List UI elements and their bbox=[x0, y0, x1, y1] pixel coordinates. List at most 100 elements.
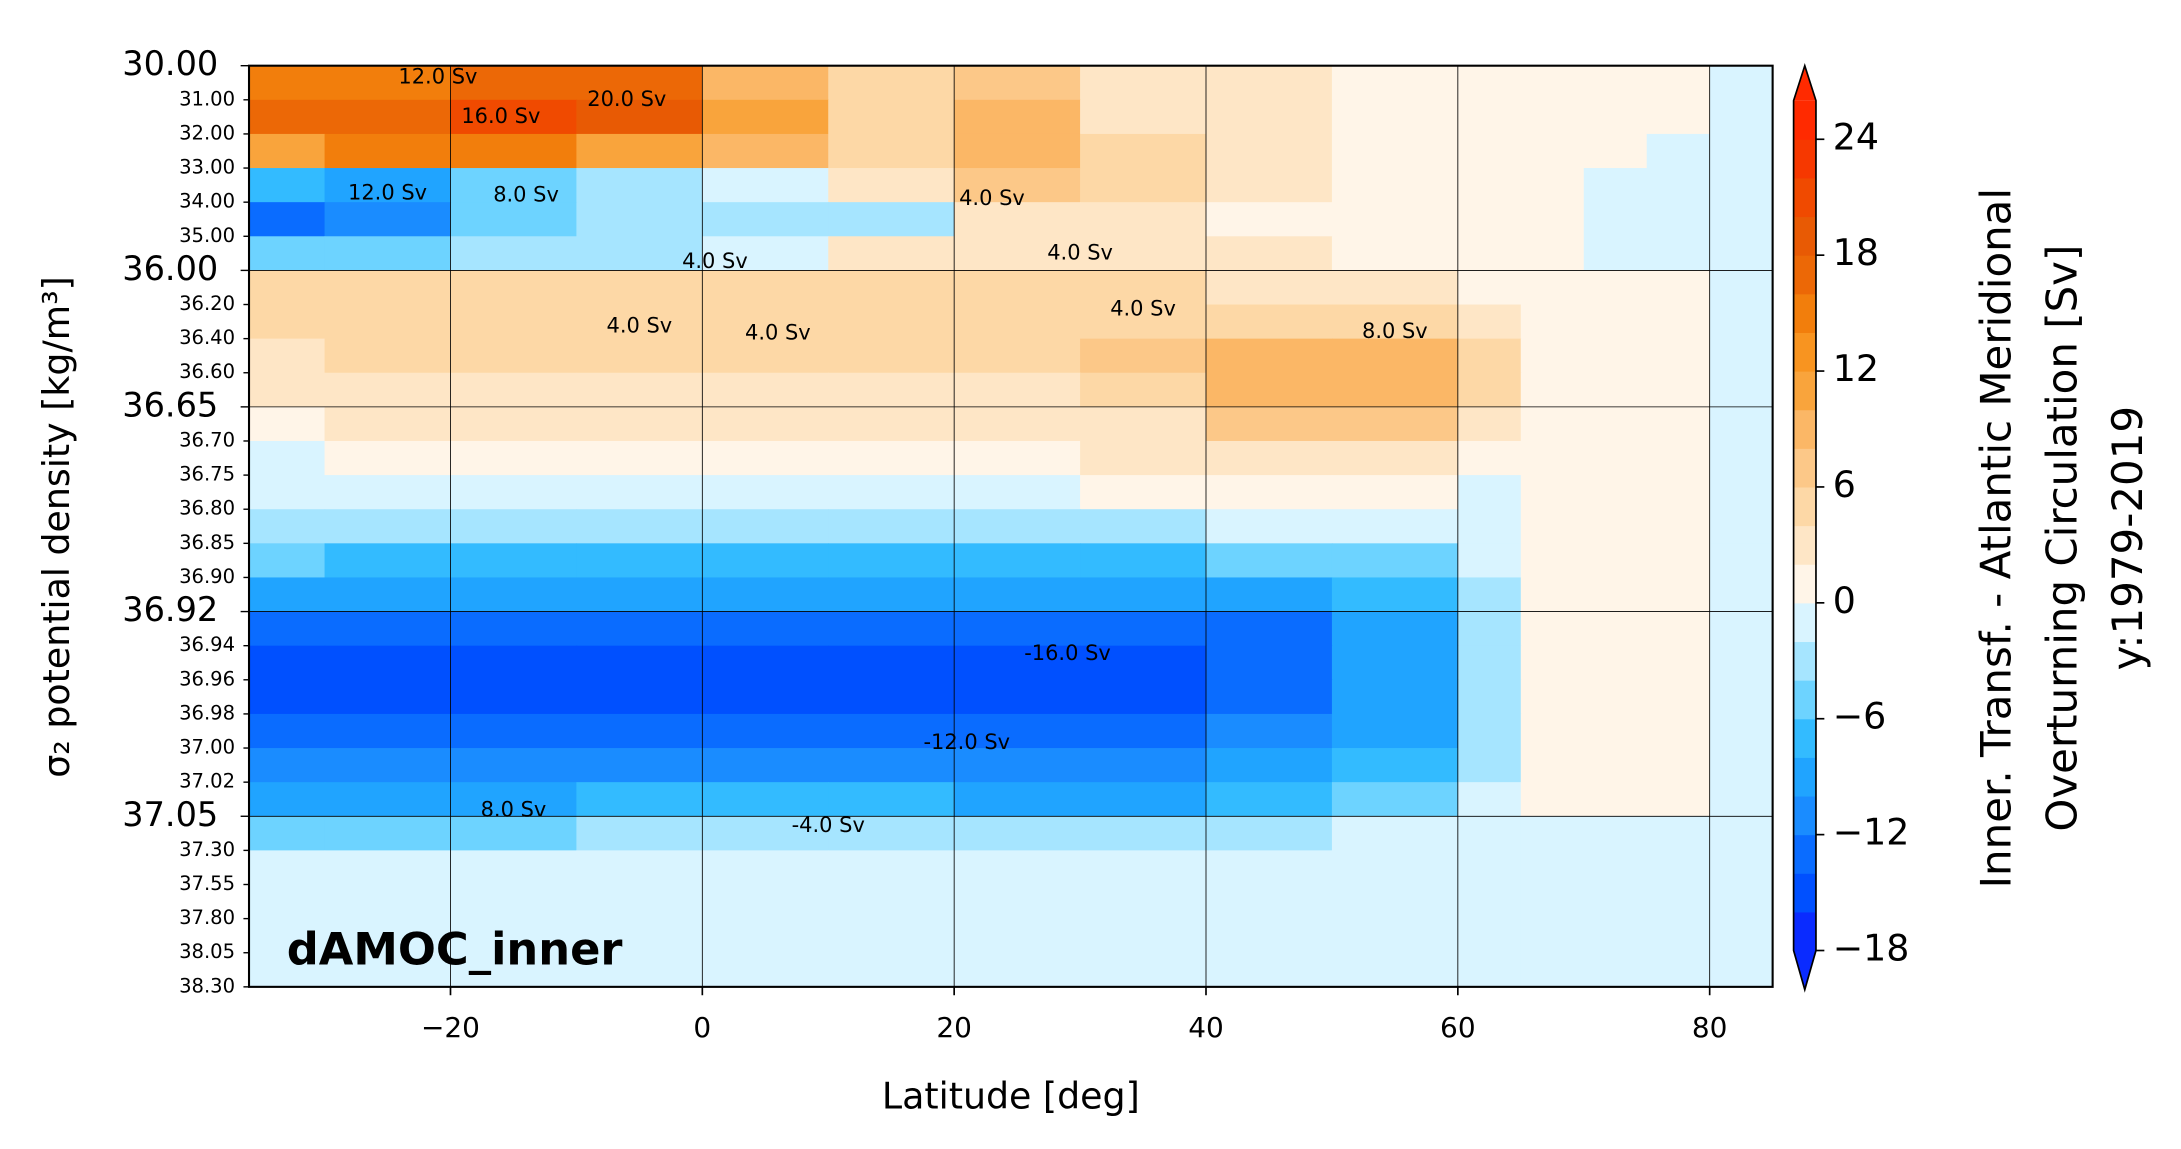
field-cell bbox=[954, 509, 1081, 545]
field-cell bbox=[450, 338, 578, 374]
field-cell bbox=[1331, 713, 1459, 749]
field-cell bbox=[249, 168, 326, 203]
field-cell bbox=[1331, 509, 1459, 545]
y-tick-label: 36.96 bbox=[179, 667, 235, 690]
field-cell bbox=[1709, 304, 1774, 340]
field-cell bbox=[1520, 918, 1585, 954]
colorbar-swatch bbox=[1793, 293, 1816, 333]
field-cell bbox=[702, 406, 829, 442]
field-cell bbox=[1520, 577, 1585, 613]
field-cell bbox=[1205, 952, 1333, 988]
field-cell bbox=[1646, 679, 1711, 715]
field-cell bbox=[1520, 543, 1585, 579]
field-cell bbox=[702, 577, 829, 613]
contour-label: 4.0 Sv bbox=[1110, 297, 1176, 321]
field-cell bbox=[1709, 816, 1774, 852]
field-cell bbox=[828, 748, 955, 783]
field-cell bbox=[702, 202, 829, 237]
x-tick-label: 40 bbox=[1188, 1011, 1224, 1044]
colorbar-label: Overturning Circulation [Sv] bbox=[2037, 245, 2086, 832]
field-cell bbox=[1457, 372, 1522, 408]
field-cell bbox=[954, 952, 1081, 988]
field-cell bbox=[1331, 645, 1459, 681]
field-cell bbox=[954, 543, 1081, 579]
field-cell bbox=[1457, 99, 1522, 135]
field-cell bbox=[576, 236, 704, 272]
field-cell bbox=[1709, 168, 1774, 203]
field-cell bbox=[450, 372, 578, 408]
field-cell bbox=[576, 543, 704, 579]
y-tick-label: 37.02 bbox=[179, 770, 235, 793]
field-cell bbox=[1205, 440, 1333, 476]
x-tick-label: 80 bbox=[1692, 1011, 1728, 1044]
y-tick-label: 36.94 bbox=[179, 633, 235, 656]
field-cell bbox=[1331, 543, 1459, 579]
field-cell bbox=[702, 782, 829, 817]
colorbar-tick-label: −6 bbox=[1833, 695, 1887, 738]
field-cell bbox=[1646, 133, 1711, 169]
field-cell bbox=[249, 611, 326, 647]
field-cell bbox=[1331, 236, 1459, 272]
field-cell bbox=[249, 133, 326, 169]
field-cell bbox=[1205, 99, 1333, 135]
field-cell bbox=[1205, 304, 1333, 340]
field-cell bbox=[954, 440, 1081, 476]
field-cell bbox=[702, 952, 829, 988]
field-cell bbox=[954, 816, 1081, 852]
field-cell bbox=[450, 270, 578, 306]
field-cell bbox=[1709, 99, 1774, 135]
field-cell bbox=[1205, 270, 1333, 306]
field-cell bbox=[1646, 168, 1711, 203]
colorbar-swatch bbox=[1793, 525, 1816, 565]
field-cell bbox=[249, 816, 326, 852]
colorbar-swatch bbox=[1793, 371, 1816, 411]
field-cell bbox=[324, 509, 452, 545]
field-cell bbox=[1646, 816, 1711, 852]
field-cell bbox=[954, 645, 1081, 681]
field-cell bbox=[1583, 236, 1648, 272]
field-cell bbox=[1331, 577, 1459, 613]
field-cell bbox=[1331, 611, 1459, 647]
field-cell bbox=[1709, 748, 1774, 783]
field-cell bbox=[1583, 304, 1648, 340]
field-cell bbox=[1080, 782, 1207, 817]
field-cell bbox=[828, 884, 955, 920]
field-cell bbox=[1457, 782, 1522, 817]
x-tick-label: 60 bbox=[1440, 1011, 1476, 1044]
field-cell bbox=[324, 713, 452, 749]
field-cell bbox=[954, 611, 1081, 647]
field-cell bbox=[1646, 543, 1711, 579]
field-cell bbox=[954, 338, 1081, 374]
field-cell bbox=[1205, 918, 1333, 954]
field-cell bbox=[324, 406, 452, 442]
field-cell bbox=[1205, 406, 1333, 442]
field-cell bbox=[1520, 850, 1585, 886]
field-cell bbox=[1205, 372, 1333, 408]
panel-label: dAMOC_inner bbox=[287, 923, 623, 976]
field-cell bbox=[1080, 577, 1207, 613]
field-cell bbox=[954, 372, 1081, 408]
field-cell bbox=[1583, 918, 1648, 954]
field-cell bbox=[1331, 816, 1459, 852]
field-cell bbox=[324, 304, 452, 340]
field-cell bbox=[1331, 202, 1459, 237]
field-cell bbox=[324, 816, 452, 852]
field-cell bbox=[249, 304, 326, 340]
field-cell bbox=[324, 952, 452, 988]
field-cell bbox=[1457, 440, 1522, 476]
field-cell bbox=[1583, 543, 1648, 579]
field-cell bbox=[1520, 611, 1585, 647]
field-cell bbox=[249, 99, 326, 135]
field-cell bbox=[576, 509, 704, 545]
contour-label: 8.0 Sv bbox=[493, 182, 559, 206]
field-cell bbox=[1583, 645, 1648, 681]
field-cell bbox=[1583, 372, 1648, 408]
colorbar-label: Inner. Transf. - Atlantic Meridional bbox=[1972, 188, 2021, 888]
field-cell bbox=[1205, 202, 1333, 237]
field-cell bbox=[1583, 406, 1648, 442]
x-axis-label: Latitude [deg] bbox=[882, 1075, 1140, 1118]
field-cell bbox=[1205, 713, 1333, 749]
field-cell bbox=[1080, 816, 1207, 852]
y-tick-label: 36.20 bbox=[179, 292, 235, 315]
field-cell bbox=[954, 577, 1081, 613]
